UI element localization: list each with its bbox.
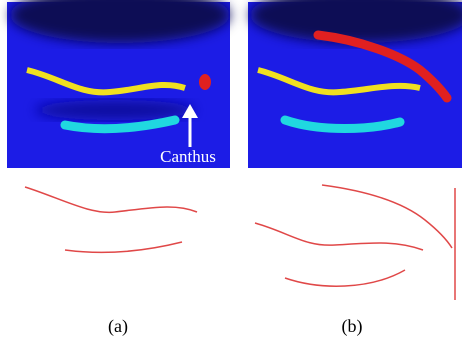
figure: Canthus (a) (b) [0, 0, 462, 340]
panel-a-image: Canthus [7, 0, 230, 168]
panel-b-image [248, 0, 462, 168]
curves [25, 185, 455, 300]
panel-label: (a) [108, 316, 128, 337]
panel-label: (b) [342, 316, 363, 337]
annotation: Canthus [160, 147, 216, 166]
